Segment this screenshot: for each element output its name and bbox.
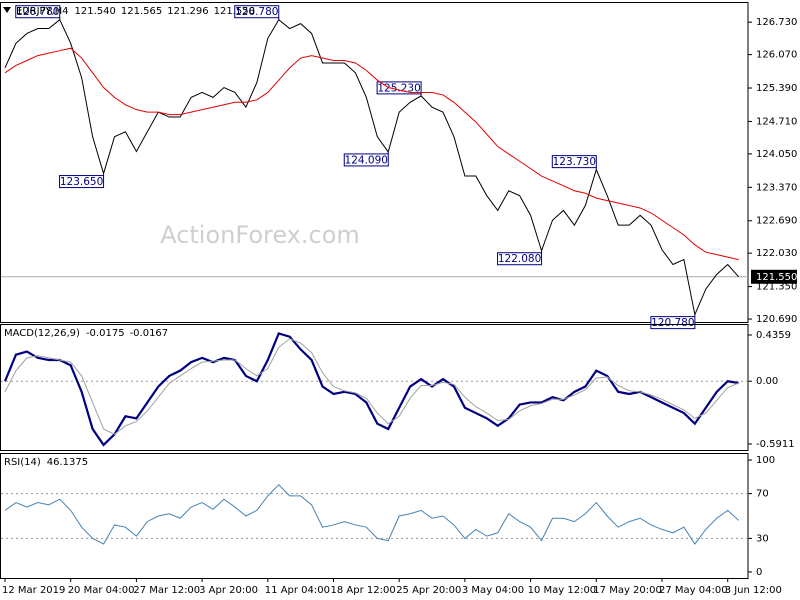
label-box	[650, 316, 696, 330]
last-price-box	[751, 269, 797, 284]
y-tick-label: 30	[756, 533, 769, 544]
y-tick-label: 70	[756, 489, 769, 500]
menu-icon	[3, 7, 11, 13]
y-tick-label: 100	[756, 455, 775, 466]
panel-frame	[0, 2, 749, 323]
indicator-value: -0.0167	[130, 328, 169, 339]
panel-title: RSI(14)	[4, 457, 41, 468]
x-tick-label: 25 Apr 20:00	[396, 585, 461, 596]
indicator-value: -0.0175	[86, 328, 125, 339]
x-tick-label: 18 Apr 12:00	[331, 585, 396, 596]
y-tick-label: 123.370	[756, 182, 797, 193]
last-price-label: 121.550	[756, 272, 797, 283]
ohlc-value: 121.296	[167, 6, 208, 17]
label-box	[551, 155, 597, 169]
panel-title: EURJPY,H4	[16, 6, 69, 17]
y-tick-label: 0.4359	[756, 330, 791, 341]
series-line	[4, 483, 739, 545]
y-tick-label: 0.00	[756, 376, 778, 387]
panel-frame	[0, 453, 749, 579]
series-line	[4, 338, 739, 435]
series-line	[4, 18, 740, 317]
x-tick-label: 17 May 20:00	[593, 585, 662, 596]
y-tick-label: 124.710	[756, 116, 797, 127]
panel-frame	[0, 324, 749, 451]
y-tick-label: 125.390	[756, 83, 797, 94]
data-label: 123.650	[60, 176, 103, 188]
label-box	[234, 5, 280, 19]
x-tick-label: 20 Mar 04:00	[68, 585, 135, 596]
data-label: 122.080	[498, 253, 541, 265]
label-box	[15, 5, 61, 19]
data-label: 124.090	[345, 154, 388, 166]
y-tick-label: 126.070	[756, 50, 797, 61]
x-tick-label: 3 Apr 20:00	[199, 585, 258, 596]
indicator-value: 46.1375	[47, 457, 88, 468]
ohlc-value: 121.540	[75, 6, 116, 17]
data-label: 126.780	[16, 6, 59, 18]
data-label: 120.780	[651, 317, 694, 329]
ohlc-value: 121.565	[121, 6, 162, 17]
data-label: 125.230	[377, 82, 420, 94]
data-label: 123.730	[553, 156, 596, 168]
x-tick-label: 3 Jun 12:00	[725, 585, 782, 596]
y-tick-label: -0.5911	[756, 439, 795, 450]
panel-title: MACD(12,26,9)	[4, 328, 80, 339]
y-tick-label: 121.350	[756, 282, 797, 293]
y-tick-label: 126.730	[756, 17, 797, 28]
watermark: ActionForex.com	[160, 221, 360, 249]
label-box	[376, 81, 422, 95]
y-tick-label: 120.690	[756, 314, 797, 325]
series-line	[3, 332, 739, 447]
ohlc-value: 121.550	[214, 6, 255, 17]
series-line	[4, 47, 739, 261]
label-box	[59, 175, 105, 189]
x-tick-label: 10 May 12:00	[528, 585, 597, 596]
y-tick-label: 122.030	[756, 248, 797, 259]
y-tick-label: 124.050	[756, 149, 797, 160]
y-tick-label: 122.690	[756, 216, 797, 227]
y-tick-label: 0	[756, 567, 762, 578]
label-box	[343, 153, 389, 167]
x-tick-label: 11 Apr 04:00	[265, 585, 330, 596]
data-label: 126.780	[235, 6, 278, 18]
x-tick-label: 3 May 04:00	[462, 585, 524, 596]
x-tick-label: 27 May 04:00	[659, 585, 728, 596]
x-tick-label: 12 Mar 2019	[2, 585, 65, 596]
label-box	[497, 252, 543, 266]
x-tick-label: 27 Mar 12:00	[133, 585, 200, 596]
